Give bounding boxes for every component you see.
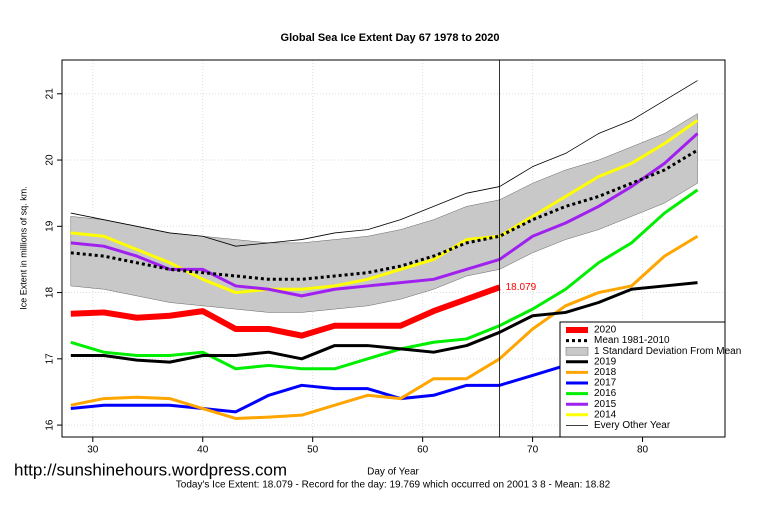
plot-frame [61, 59, 726, 438]
legend-label: 2017 [594, 378, 617, 389]
series-line [70, 132, 699, 298]
x-tick-label: 50 [307, 445, 319, 456]
series-line [70, 80, 698, 247]
series-line [70, 234, 699, 420]
legend-label: 2014 [594, 409, 617, 420]
series-line [70, 119, 699, 295]
legend-label: 2018 [594, 367, 617, 378]
y-tick-label: 18 [45, 287, 56, 299]
legend-label: 2016 [594, 388, 617, 399]
legend-label: 2019 [594, 356, 617, 367]
y-tick-label: 19 [45, 220, 56, 232]
x-tick-label: 30 [87, 445, 99, 456]
legend-label: 1 Standard Deviation From Mean [594, 346, 741, 357]
x-tick-label: 40 [197, 445, 209, 456]
data-label: 18.079 [506, 282, 537, 293]
chart-title: Global Sea Ice Extent Day 67 1978 to 202… [281, 32, 500, 44]
y-tick-label: 21 [45, 88, 56, 100]
x-axis-label: Day of Year [367, 467, 419, 478]
y-tick-label: 20 [45, 154, 56, 166]
footer: Today's Ice Extent: 18.079 - Record for … [176, 480, 611, 491]
y-tick-label: 16 [45, 419, 56, 431]
legend-box [559, 321, 726, 438]
watermark: http://sunshinehours.wordpress.com [14, 460, 287, 479]
x-tick-label: 80 [637, 445, 649, 456]
series-line [70, 284, 501, 339]
legend-swatch [565, 346, 589, 356]
y-axis-label: Ice Extent in millions of sq. km. [18, 186, 28, 310]
x-tick-label: 70 [527, 445, 539, 456]
std-band [70, 113, 698, 313]
legend-label: Mean 1981-2010 [594, 335, 670, 346]
legend-label: 2015 [594, 399, 617, 410]
legend-label: 2020 [594, 325, 617, 336]
y-tick-label: 17 [45, 353, 56, 365]
series-line [70, 188, 699, 371]
series-line [70, 281, 698, 364]
x-tick-label: 60 [417, 445, 429, 456]
legend-label: Every Other Year [594, 420, 671, 431]
